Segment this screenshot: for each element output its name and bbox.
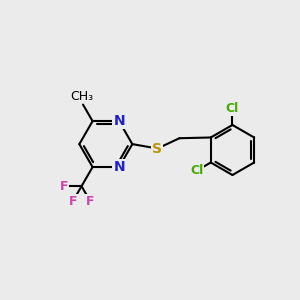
- Text: Cl: Cl: [226, 102, 239, 115]
- Text: F: F: [68, 195, 77, 208]
- Text: S: S: [152, 142, 162, 155]
- Text: N: N: [113, 160, 125, 174]
- Text: CH₃: CH₃: [70, 90, 93, 103]
- Text: F: F: [86, 195, 94, 208]
- Text: N: N: [113, 114, 125, 128]
- Text: F: F: [60, 180, 68, 193]
- Text: Cl: Cl: [190, 164, 203, 177]
